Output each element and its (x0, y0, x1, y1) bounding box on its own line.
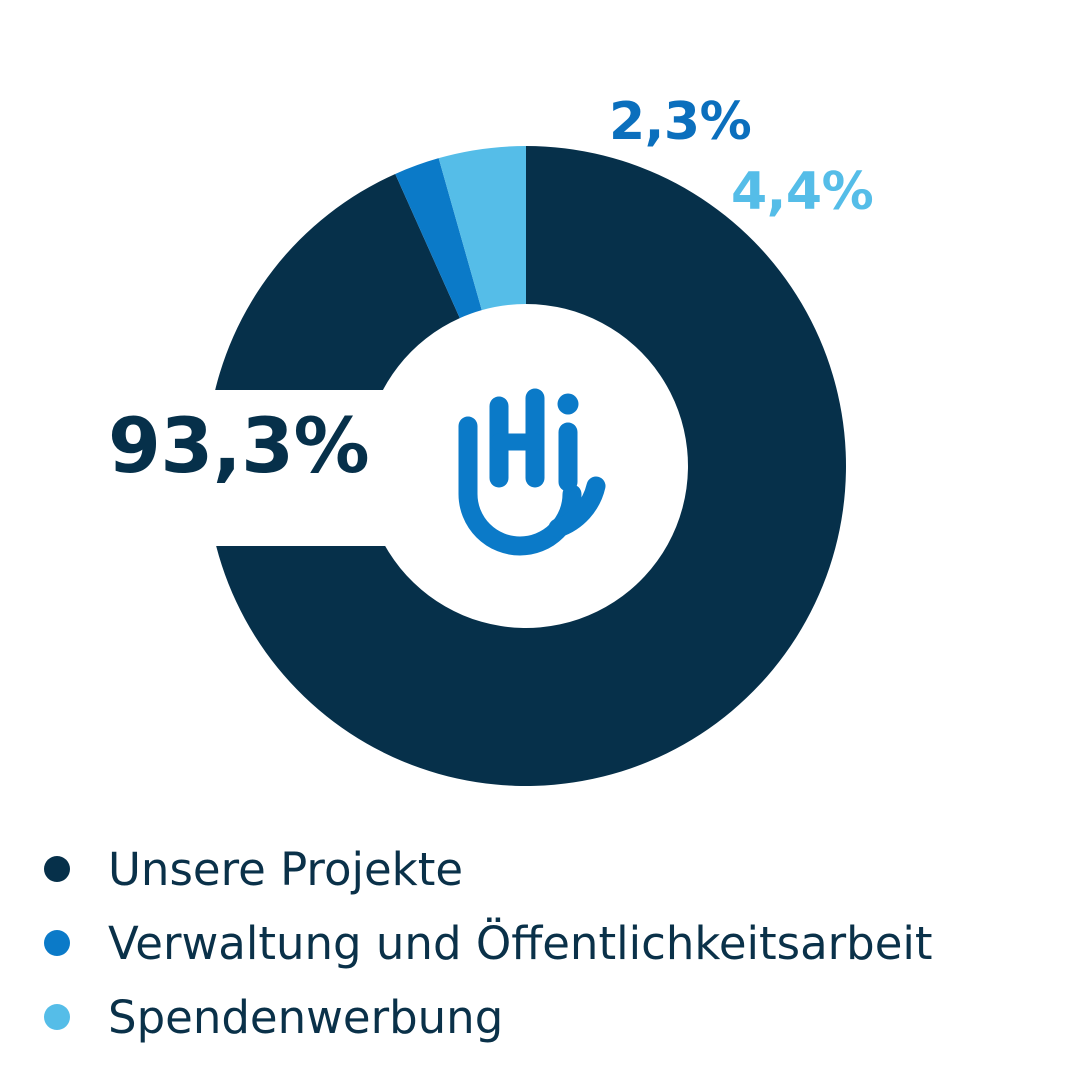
legend-item-label: Unsere Projekte (108, 842, 464, 896)
hi-logo-i-dot (557, 393, 579, 415)
donut-chart (206, 146, 847, 787)
legend-item-unsere-projekte[interactable]: Unsere Projekte (44, 832, 1044, 906)
hi-hand-logo (446, 368, 614, 564)
value-label-spendenwerbung: 4,4% (731, 162, 874, 222)
chart-area: 93,3% 2,3% 4,4% (108, 92, 874, 787)
legend-item-label: Verwaltung und Öffentlichkeitsarbeit (108, 916, 933, 970)
legend-swatch-icon (44, 930, 70, 956)
legend-swatch-icon (44, 856, 70, 882)
legend: Unsere Projekte Verwaltung und Öffentlic… (44, 832, 1044, 1054)
slice-verwaltung-oeffentlichkeitsarbeit[interactable] (395, 158, 482, 319)
value-label-verwaltung-oeffentlichkeitsarbeit: 2,3% (609, 92, 752, 152)
legend-item-verwaltung-oeffentlichkeitsarbeit[interactable]: Verwaltung und Öffentlichkeitsarbeit (44, 906, 1044, 980)
legend-swatch-icon (44, 1004, 70, 1030)
slice-unsere-projekte[interactable] (206, 146, 847, 787)
legend-item-spendenwerbung[interactable]: Spendenwerbung (44, 980, 1044, 1054)
legend-item-label: Spendenwerbung (108, 990, 504, 1044)
hi-hand-logo-glyph (458, 388, 606, 556)
value-label-unsere-projekte: 93,3% (108, 401, 370, 490)
slice-spendenwerbung[interactable] (438, 146, 526, 311)
donut-ring (206, 146, 847, 787)
